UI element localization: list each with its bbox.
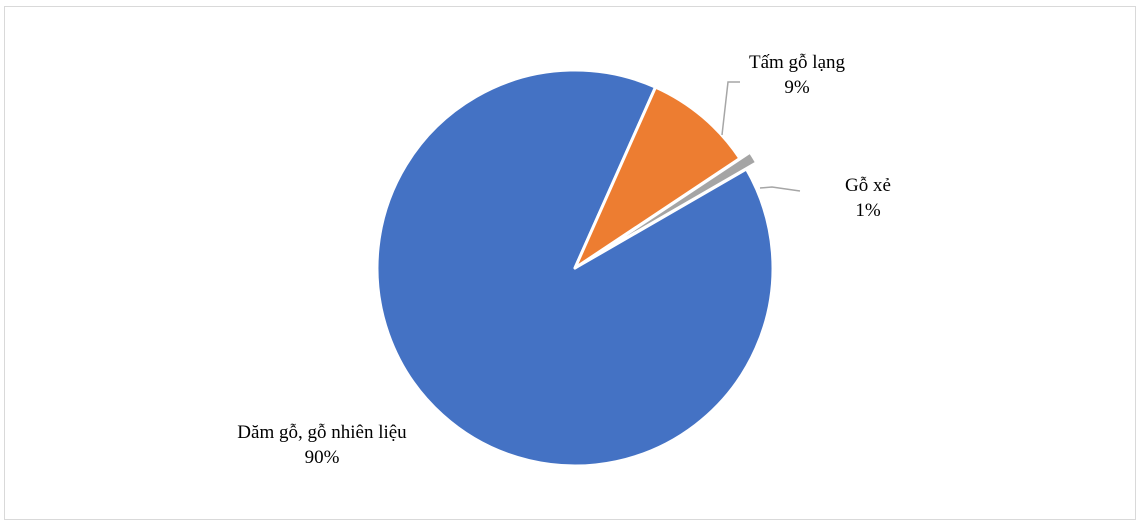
data-label-category: Tấm gỗ lạng bbox=[749, 52, 846, 73]
data-label-value: 9% bbox=[784, 77, 810, 98]
leader-line-tam-go-lang bbox=[721, 81, 740, 136]
data-label-value: 90% bbox=[305, 447, 340, 468]
data-label-value: 1% bbox=[855, 200, 881, 221]
pie-slices bbox=[375, 68, 775, 468]
pie-slice-tam-go-lang bbox=[573, 85, 742, 270]
leader-lines bbox=[721, 81, 801, 192]
pie-slice-go-xe bbox=[583, 150, 759, 264]
leader-line-go-xe bbox=[759, 186, 801, 192]
data-label-go-xe: Gỗ xẻ 1% bbox=[845, 175, 891, 221]
pie-labels: Dăm gỗ, gỗ nhiên liệu 90% Tấm gỗ lạng 9% Gỗ … bbox=[237, 52, 891, 468]
data-label-category: Gỗ xẻ bbox=[845, 175, 891, 196]
data-label-dam-go-go-nhien-lieu: Dăm gỗ, gỗ nhiên liệu 90% bbox=[237, 422, 407, 468]
data-label-tam-go-lang: Tấm gỗ lạng 9% bbox=[749, 52, 846, 98]
data-label-category: Dăm gỗ, gỗ nhiên liệu bbox=[237, 422, 407, 443]
